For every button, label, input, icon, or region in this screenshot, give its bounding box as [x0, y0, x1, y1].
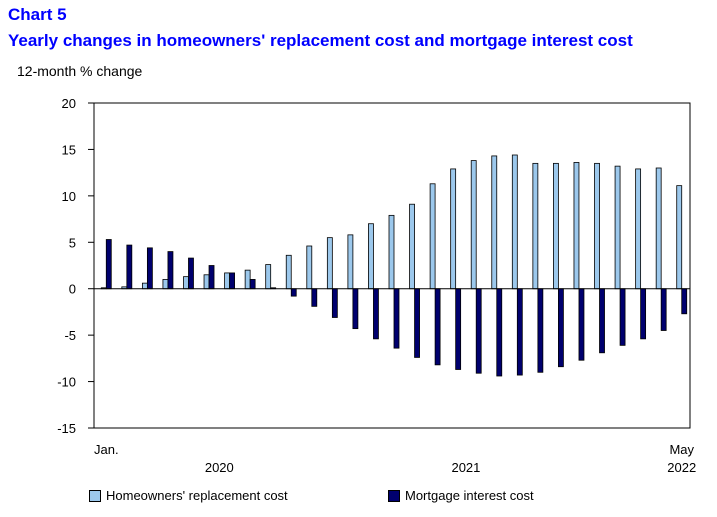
x-label-year: 2020 — [205, 460, 234, 475]
bar-mortgage-interest — [516, 288, 523, 376]
bar-replacement-cost — [141, 282, 148, 290]
bar-mortgage-interest — [373, 288, 379, 340]
bar-replacement-cost — [450, 168, 457, 290]
bar-mortgage-interest — [229, 272, 235, 290]
bar-replacement-cost — [224, 272, 230, 290]
y-tick-label: 0 — [69, 282, 76, 297]
bar-replacement-cost — [306, 245, 313, 290]
bar-mortgage-interest — [640, 288, 647, 340]
legend-item-replacement: Homeowners' replacement cost — [89, 488, 288, 503]
bar-replacement-cost — [368, 223, 374, 290]
x-label-first-month: Jan. — [94, 442, 119, 457]
y-tick-label: 10 — [62, 189, 76, 204]
legend-item-mortgage: Mortgage interest cost — [388, 488, 534, 503]
bar-mortgage-interest — [619, 288, 626, 346]
bar-replacement-cost — [635, 168, 642, 290]
bar-replacement-cost — [553, 162, 559, 290]
bar-replacement-cost — [491, 155, 498, 290]
bar-mortgage-interest — [208, 265, 215, 290]
legend-label-replacement: Homeowners' replacement cost — [106, 488, 288, 503]
bar-replacement-cost — [183, 276, 189, 290]
x-label-last-month: May — [669, 442, 694, 457]
bar-replacement-cost — [409, 203, 415, 290]
legend-label-mortgage: Mortgage interest cost — [405, 488, 534, 503]
bar-replacement-cost — [285, 254, 292, 290]
bar-mortgage-interest — [496, 288, 503, 377]
bar-mortgage-interest — [414, 288, 420, 358]
bar-mortgage-interest — [660, 288, 667, 331]
bar-mortgage-interest — [105, 239, 112, 290]
legend-swatch-mortgage — [388, 489, 400, 502]
bar-replacement-cost — [655, 167, 662, 290]
bar-mortgage-interest — [331, 288, 338, 318]
bar-replacement-cost — [265, 264, 272, 290]
bar-mortgage-interest — [126, 244, 133, 290]
bar-mortgage-interest — [188, 257, 194, 290]
bar-replacement-cost — [676, 185, 683, 290]
bar-replacement-cost — [388, 214, 395, 290]
y-tick-label: -10 — [57, 375, 76, 390]
bar-mortgage-interest — [558, 288, 564, 368]
y-tick-label: -5 — [64, 328, 76, 343]
bar-replacement-cost — [594, 162, 600, 290]
bar-mortgage-interest — [681, 288, 688, 315]
bar-mortgage-interest — [290, 288, 297, 297]
bar-mortgage-interest — [475, 288, 482, 374]
bar-replacement-cost — [162, 279, 169, 290]
bar-replacement-cost — [429, 183, 436, 290]
legend-swatch-replacement — [89, 489, 101, 502]
bar-mortgage-interest — [537, 288, 544, 373]
bar-mortgage-interest — [434, 288, 441, 366]
y-tick-label: 20 — [62, 96, 76, 111]
bar-replacement-cost — [326, 237, 333, 290]
bar-mortgage-interest — [393, 288, 400, 349]
x-label-year: 2021 — [451, 460, 480, 475]
x-label-year: 2022 — [667, 460, 696, 475]
bar-mortgage-interest — [249, 279, 256, 290]
bar-mortgage-interest — [578, 288, 585, 361]
bar-replacement-cost — [614, 165, 621, 290]
bar-replacement-cost — [532, 162, 539, 290]
chart-number: Chart 5 — [8, 5, 67, 24]
bar-mortgage-interest — [352, 288, 359, 330]
bar-replacement-cost — [244, 269, 251, 290]
bar-replacement-cost — [573, 162, 580, 290]
y-tick-label: -15 — [57, 421, 76, 436]
bar-replacement-cost — [511, 154, 518, 290]
bar-replacement-cost — [347, 234, 354, 290]
bar-mortgage-interest — [599, 288, 605, 354]
y-tick-label: 15 — [62, 142, 76, 157]
bar-mortgage-interest — [146, 247, 153, 290]
plot-frame — [93, 102, 691, 429]
y-axis-label: 12-month % change — [17, 63, 143, 79]
bar-mortgage-interest — [167, 251, 174, 290]
y-tick-label: 5 — [69, 235, 76, 250]
chart-title: Yearly changes in homeowners' replacemen… — [8, 31, 633, 50]
bar-replacement-cost — [203, 274, 210, 290]
bar-mortgage-interest — [455, 288, 462, 370]
bar-mortgage-interest — [311, 288, 318, 307]
bar-replacement-cost — [470, 160, 477, 290]
